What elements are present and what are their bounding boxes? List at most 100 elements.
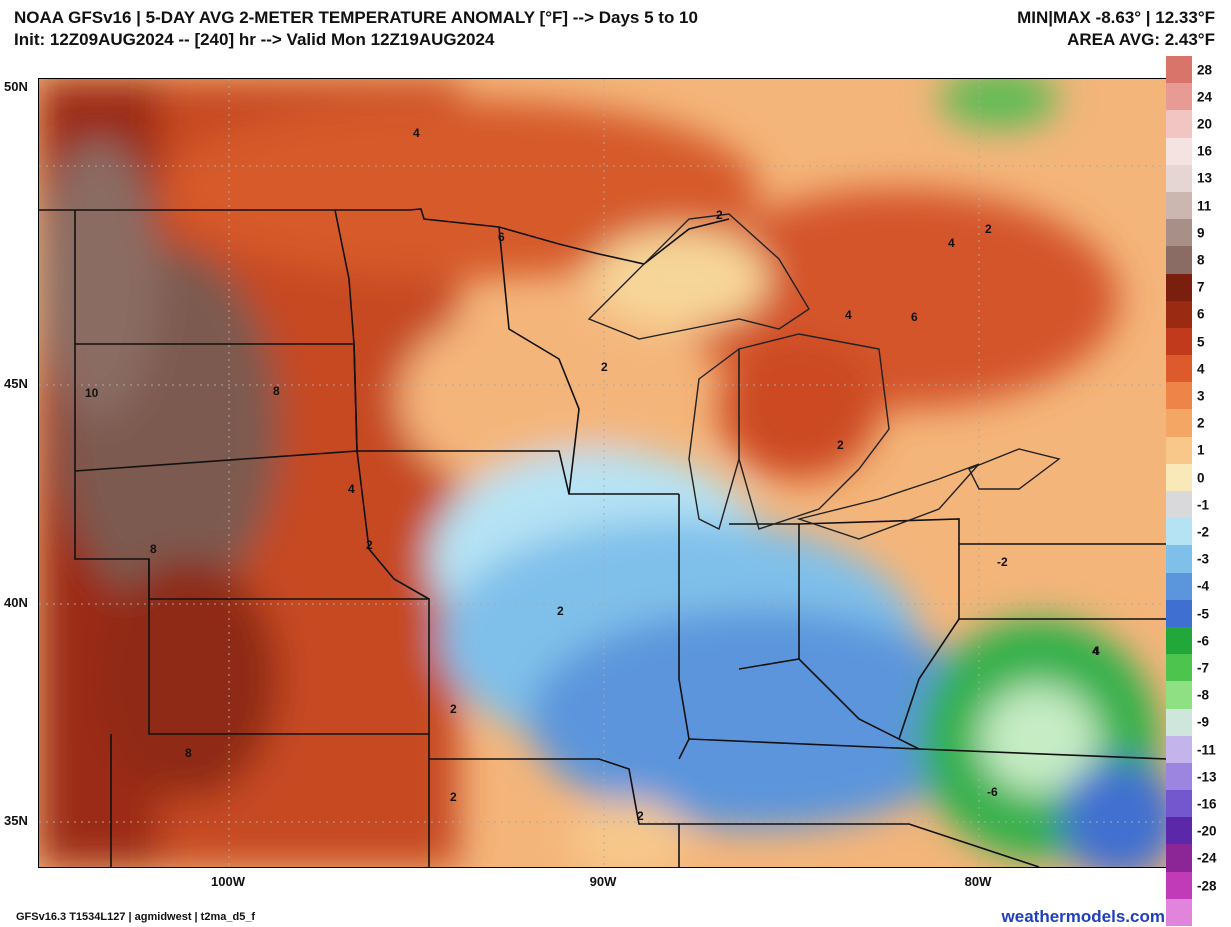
colorbar-label: -1 xyxy=(1197,497,1210,513)
colorbar-cell xyxy=(1166,382,1192,410)
colorbar-cell xyxy=(1166,409,1192,437)
colorbar-label: -6 xyxy=(1197,633,1210,649)
colorbar-cell xyxy=(1166,817,1192,845)
lon-label-100w: 100W xyxy=(211,874,245,889)
colorbar-cell xyxy=(1166,463,1192,491)
contour-label: 4 xyxy=(1092,644,1099,658)
colorbar-label: 1 xyxy=(1197,442,1205,458)
lon-label-80w: 80W xyxy=(964,874,992,889)
colorbar-cell xyxy=(1166,708,1192,736)
contour-label: 10 xyxy=(85,386,99,400)
colorbar-label: 5 xyxy=(1197,334,1205,350)
colorbar-label: 0 xyxy=(1197,470,1205,486)
colorbar-label: 8 xyxy=(1197,252,1205,268)
colorbar-label: 20 xyxy=(1197,116,1213,132)
contour-label: 2 xyxy=(366,538,373,552)
colorbar-cell xyxy=(1166,246,1192,274)
colorbar-label: 13 xyxy=(1197,170,1213,186)
colorbar-cell xyxy=(1166,491,1192,519)
contour-label: 8 xyxy=(273,384,280,398)
colorbar-label: 3 xyxy=(1197,388,1205,404)
colorbar xyxy=(1166,56,1192,926)
lat-label-50n: 50N xyxy=(4,79,28,94)
colorbar-cell xyxy=(1166,735,1192,763)
gulf-mild xyxy=(569,799,689,867)
graticule xyxy=(39,79,1167,867)
source-credit: weathermodels.com xyxy=(1001,907,1165,926)
tennessee-cool xyxy=(529,609,989,829)
contour-label: 4 xyxy=(348,482,355,496)
colorbar-label: 9 xyxy=(1197,225,1205,241)
colorbar-cell xyxy=(1166,654,1192,682)
colorbar-label: -24 xyxy=(1197,850,1217,866)
colorbar-cell xyxy=(1166,191,1192,220)
colorbar-label: 2 xyxy=(1197,415,1205,431)
contour-label: 2 xyxy=(557,604,564,618)
colorbar-cell xyxy=(1166,572,1192,600)
lon-label-90w: 90W xyxy=(589,874,617,889)
colorbar-cell xyxy=(1166,83,1192,111)
contour-label: 8 xyxy=(150,542,157,556)
colorbar-cell xyxy=(1166,790,1192,818)
colorbar-label: -11 xyxy=(1197,742,1216,758)
map-title-line1: NOAA GFSv16 | 5-DAY AVG 2-METER TEMPERAT… xyxy=(14,8,698,27)
colorbar-label: -3 xyxy=(1197,551,1210,567)
colorbar-cell xyxy=(1166,219,1192,247)
area-average-readout: AREA AVG: 2.43°F xyxy=(1067,30,1215,49)
contour-label: 2 xyxy=(450,702,457,716)
colorbar-label: -4 xyxy=(1197,578,1210,594)
lat-label-45n: 45N xyxy=(4,376,28,391)
colorbar-cell xyxy=(1166,626,1192,655)
contour-label: 4 xyxy=(948,236,955,250)
lake-superior-mild xyxy=(589,229,769,329)
colorbar-cell xyxy=(1166,327,1192,356)
colorbar-cell xyxy=(1166,110,1192,138)
contour-label: 4 xyxy=(845,308,852,322)
contour-label: -6 xyxy=(987,785,998,799)
colorbar-label: -2 xyxy=(1197,524,1210,540)
contour-label: 2 xyxy=(985,222,992,236)
colorbar-label: -16 xyxy=(1197,796,1217,812)
colorbar-cell xyxy=(1166,762,1192,791)
colorbar-label: -28 xyxy=(1197,878,1217,894)
map-title-line2: Init: 12Z09AUG2024 -- [240] hr --> Valid… xyxy=(14,30,495,49)
colorbar-label: 6 xyxy=(1197,306,1205,322)
model-info-footer: GFSv16.3 T1534L127 | agmidwest | t2ma_d5… xyxy=(16,911,256,923)
contour-label: 2 xyxy=(601,360,608,374)
colorbar-cell xyxy=(1166,137,1192,165)
contour-label: 4 xyxy=(413,126,420,140)
contour-label: 2 xyxy=(450,790,457,804)
contour-label: 6 xyxy=(911,310,918,324)
colorbar-cell xyxy=(1166,273,1192,301)
colorbar-cell xyxy=(1166,56,1192,84)
northern-warm-band xyxy=(159,99,759,279)
colorbar-label: -9 xyxy=(1197,714,1210,730)
colorbar-cell xyxy=(1166,164,1192,192)
colorbar-label: 16 xyxy=(1197,143,1213,159)
colorbar-label: 24 xyxy=(1197,89,1213,105)
min-max-readout: MIN|MAX -8.63° | 12.33°F xyxy=(1017,8,1215,27)
colorbar-cell xyxy=(1166,681,1192,709)
appalachian-cold-center xyxy=(979,684,1099,794)
michigan-warm-spot xyxy=(719,339,879,479)
colorbar-label: -13 xyxy=(1197,769,1217,785)
colorbar-cell xyxy=(1166,355,1192,383)
contour-label: 6 xyxy=(498,230,505,244)
colorbar-label: 11 xyxy=(1197,198,1212,214)
colorbar-cell xyxy=(1166,518,1192,546)
lat-label-40n: 40N xyxy=(4,595,28,610)
state-borders xyxy=(39,208,1167,867)
colorbar-label: 4 xyxy=(1197,361,1205,377)
contour-label: 8 xyxy=(185,746,192,760)
colorbar-label: -5 xyxy=(1197,606,1210,622)
lat-label-35n: 35N xyxy=(4,813,28,828)
colorbar-label: 28 xyxy=(1197,62,1213,78)
colorbar-label: -7 xyxy=(1197,660,1210,676)
contour-label: 2 xyxy=(837,438,844,452)
colorbar-cell xyxy=(1166,871,1192,899)
colorbar-label: -20 xyxy=(1197,823,1217,839)
contour-label: 4 xyxy=(1093,644,1100,658)
colorbar-cell xyxy=(1166,545,1192,573)
southern-plains-hot xyxy=(99,559,279,799)
